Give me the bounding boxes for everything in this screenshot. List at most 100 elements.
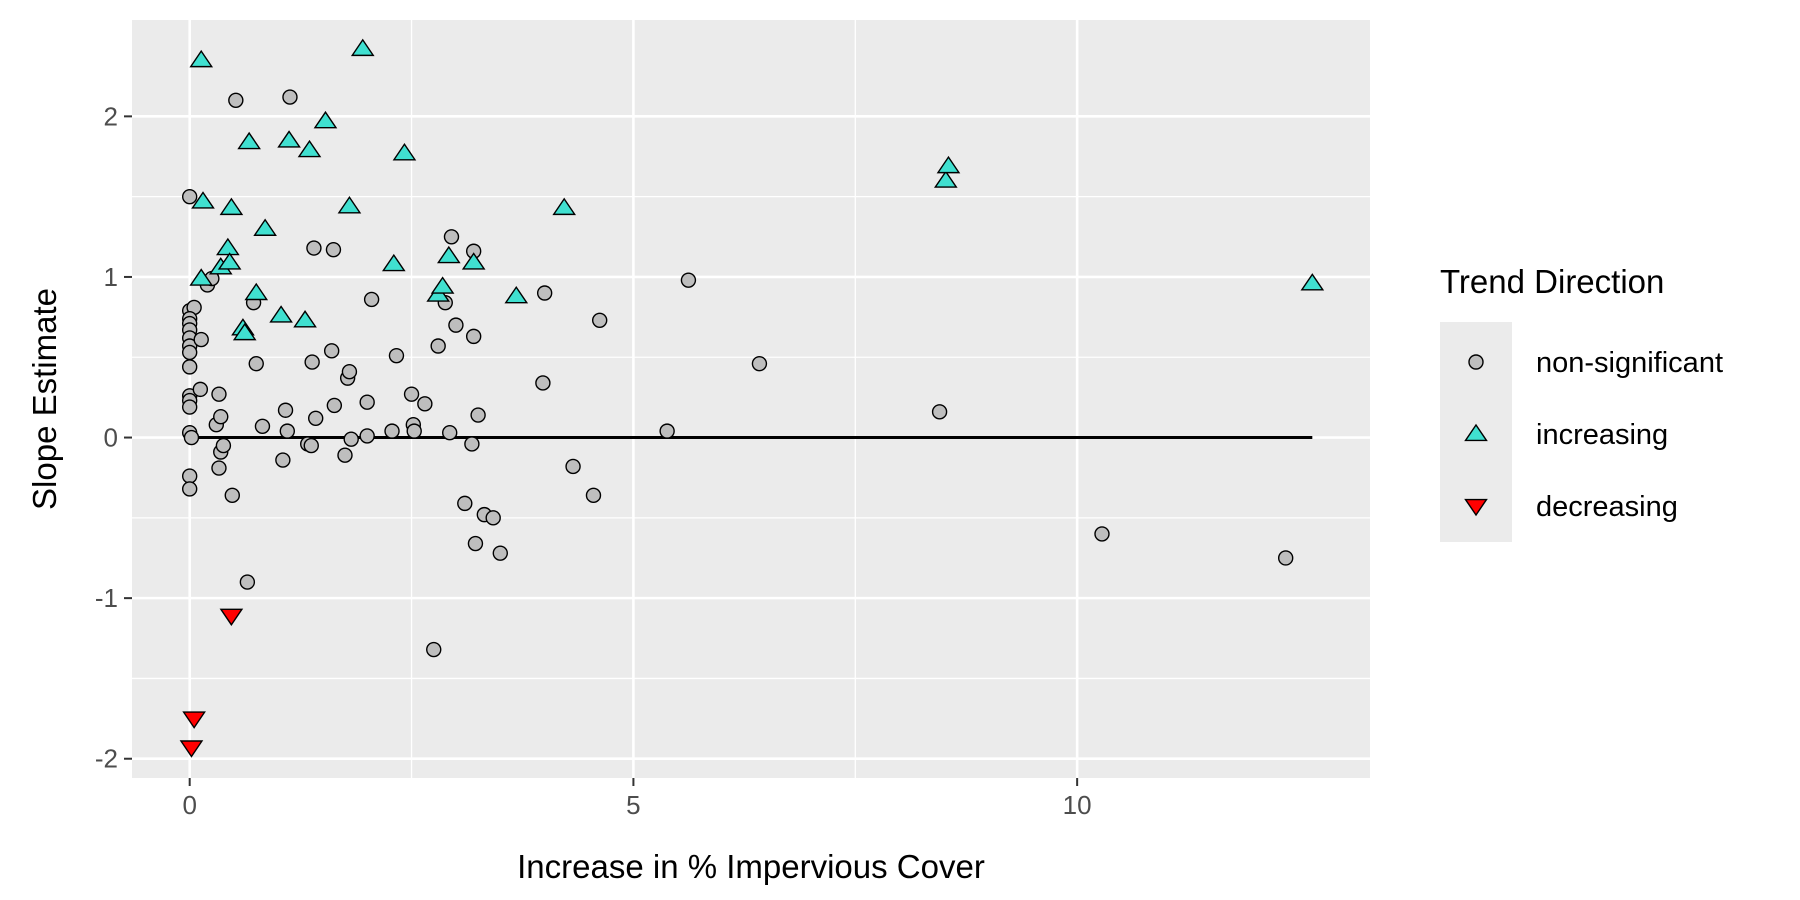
legend-keys (1464, 354, 1488, 517)
y-tick-label: 2 (104, 101, 118, 131)
point-non-significant (254, 418, 271, 435)
point-non-significant (181, 359, 198, 375)
point-non-significant (277, 402, 294, 418)
point-increasing (237, 131, 261, 150)
point-non-significant (565, 458, 581, 475)
point-non-significant (751, 355, 768, 372)
point-increasing (191, 191, 215, 209)
point-decreasing (219, 608, 244, 627)
point-increasing (552, 197, 577, 216)
point-non-significant (248, 355, 264, 372)
point-non-significant (211, 386, 227, 402)
point-increasing (297, 139, 322, 158)
point-increasing (1300, 273, 1325, 291)
point-increasing (244, 282, 269, 301)
point-non-significant (359, 394, 375, 410)
point-non-significant (181, 188, 198, 205)
point-non-significant (388, 347, 405, 364)
point-non-significant (303, 437, 319, 454)
y-tick-label: -2 (95, 744, 118, 774)
y-tick-label: 0 (104, 423, 118, 453)
legend: Trend Direction non-significant increasi… (1440, 263, 1723, 542)
point-non-significant (193, 331, 209, 348)
point-non-significant (282, 89, 298, 105)
point-non-significant (326, 397, 343, 414)
legend-label-increasing: increasing (1536, 419, 1668, 451)
plot-panel (132, 20, 1370, 778)
x-axis: 0 5 10 (182, 778, 1092, 820)
point-increasing (293, 310, 317, 328)
point-non-significant (359, 428, 375, 444)
point-increasing (504, 285, 529, 304)
point-increasing (430, 276, 455, 294)
point-non-significant (325, 241, 342, 258)
point-non-significant (224, 487, 240, 504)
point-non-significant (239, 574, 256, 590)
point-increasing (461, 252, 486, 270)
point-non-significant (306, 240, 322, 256)
y-tick-label: 1 (104, 262, 118, 292)
point-non-significant (181, 344, 198, 361)
point-non-significant (464, 436, 480, 452)
y-axis-title: Slope Estimate (26, 288, 63, 510)
point-non-significant (384, 423, 400, 439)
point-non-significant (406, 423, 422, 439)
point-non-significant (275, 452, 291, 468)
point-non-significant (417, 396, 433, 412)
point-non-significant (1094, 526, 1110, 542)
point-increasing (936, 155, 961, 174)
x-tick-label: 5 (626, 790, 640, 820)
point-non-significant (228, 92, 244, 108)
point-increasing (392, 143, 417, 161)
point-non-significant (181, 468, 198, 484)
point-non-significant (430, 338, 446, 354)
legend-key-non-significant (1468, 354, 1484, 370)
x-tick-label: 10 (1063, 790, 1092, 820)
legend-key-decreasing (1464, 498, 1488, 517)
point-non-significant (467, 535, 484, 552)
point-increasing (350, 38, 375, 57)
point-non-significant (591, 312, 608, 329)
legend-title: Trend Direction (1440, 263, 1664, 300)
point-increasing (933, 170, 958, 188)
point-non-significant (680, 272, 697, 288)
point-non-significant (181, 481, 198, 497)
point-increasing (189, 268, 214, 286)
point-non-significant (492, 545, 508, 561)
point-non-significant (470, 407, 486, 423)
point-non-significant (337, 447, 353, 463)
point-non-significant (363, 291, 380, 308)
point-increasing (337, 196, 362, 214)
point-non-significant (343, 431, 359, 447)
point-non-significant (323, 343, 340, 359)
point-increasing (277, 130, 301, 148)
point-non-significant (585, 487, 602, 504)
point-increasing (269, 305, 293, 323)
point-decreasing (182, 711, 206, 729)
data-points (179, 38, 1325, 758)
point-increasing (232, 322, 257, 341)
point-non-significant (659, 423, 675, 439)
point-non-significant (536, 285, 553, 301)
point-non-significant (183, 429, 200, 446)
point-non-significant (181, 399, 198, 415)
point-increasing (217, 252, 242, 270)
point-non-significant (403, 386, 420, 402)
y-axis: -2 -1 0 1 2 (95, 101, 132, 774)
point-non-significant (931, 404, 948, 420)
point-non-significant (308, 410, 324, 426)
point-non-significant (448, 317, 464, 333)
point-increasing (437, 245, 461, 264)
point-non-significant (457, 495, 473, 512)
point-non-significant (213, 408, 229, 425)
point-non-significant (304, 354, 320, 370)
point-increasing (189, 49, 214, 68)
legend-key-increasing (1464, 423, 1488, 442)
point-non-significant (192, 381, 209, 398)
point-non-significant (1277, 550, 1294, 566)
legend-label-non-significant: non-significant (1536, 347, 1723, 379)
point-non-significant (341, 363, 358, 380)
point-increasing (381, 253, 406, 272)
